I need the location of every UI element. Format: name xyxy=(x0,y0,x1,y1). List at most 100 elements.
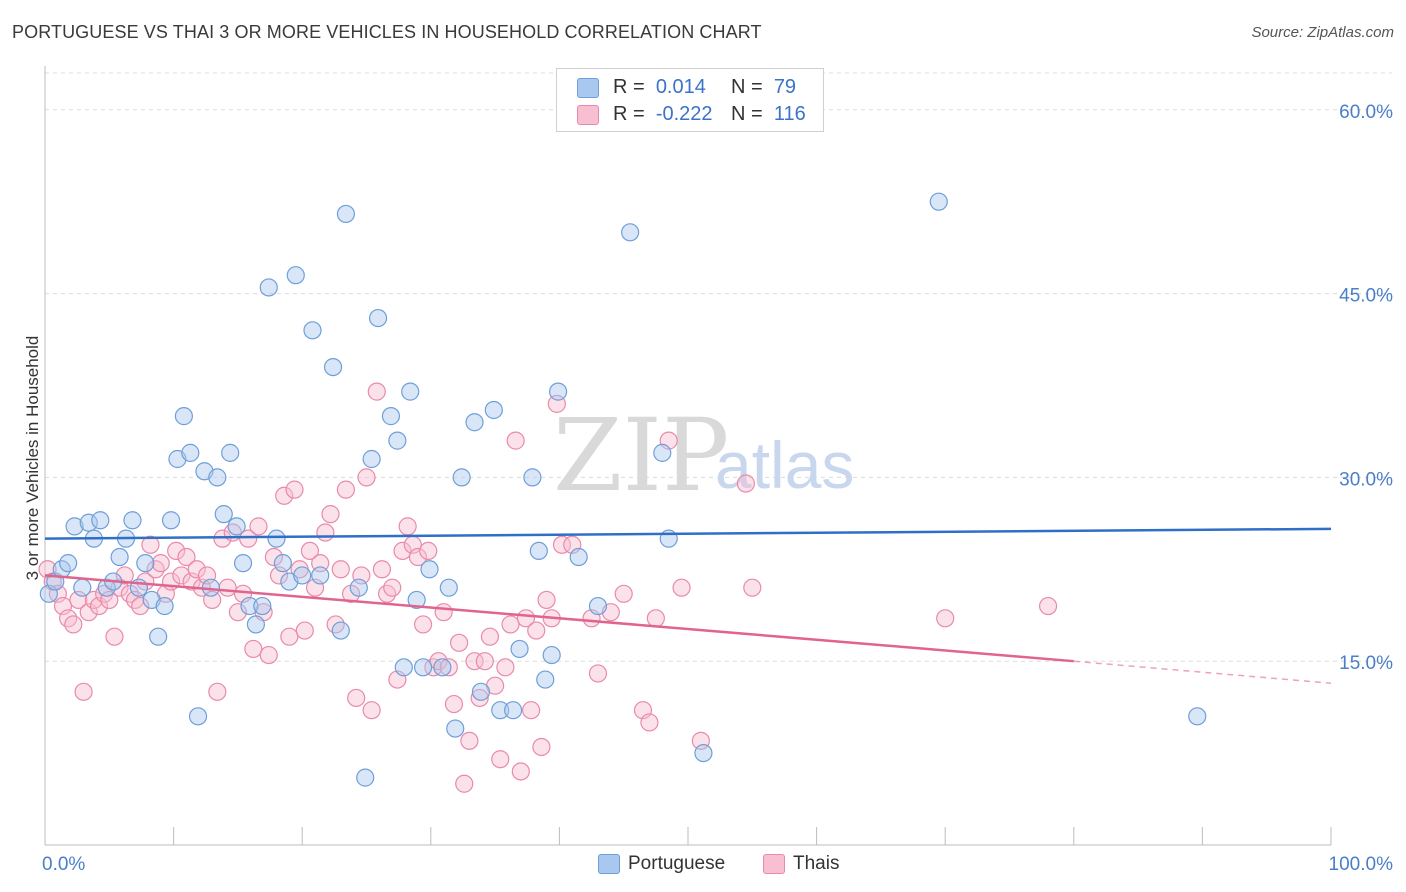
data-point-thais xyxy=(74,682,93,701)
data-point-portuguese xyxy=(504,701,523,720)
axes xyxy=(44,66,1332,846)
data-point-thais xyxy=(480,627,500,646)
data-point-portuguese xyxy=(303,321,322,340)
data-point-portuguese xyxy=(149,627,168,646)
data-point-thais xyxy=(475,652,494,671)
legend-swatch-portuguese-bottom xyxy=(598,854,620,874)
data-point-thais xyxy=(105,627,124,646)
data-point-thais xyxy=(449,633,469,652)
data-point-portuguese xyxy=(214,505,233,524)
data-point-portuguese xyxy=(188,707,208,726)
data-point-thais xyxy=(408,547,428,567)
data-point-portuguese xyxy=(91,511,110,530)
data-point-thais xyxy=(444,694,464,714)
data-point-thais xyxy=(434,603,453,622)
data-point-thais xyxy=(172,566,191,585)
data-point-thais xyxy=(213,529,232,548)
data-point-thais xyxy=(64,615,83,634)
data-point-thais xyxy=(460,731,479,750)
data-point-portuguese xyxy=(446,719,465,738)
data-point-portuguese xyxy=(323,357,343,377)
data-point-thais xyxy=(285,480,304,499)
data-point-thais xyxy=(187,560,206,579)
data-point-thais xyxy=(501,615,520,634)
y-axis-label: 3 or more Vehicles in Household xyxy=(23,336,42,581)
data-point-thais xyxy=(151,554,170,573)
data-point-thais xyxy=(1038,596,1058,616)
legend-n-portuguese: N = 79 xyxy=(731,76,797,98)
data-point-portuguese xyxy=(155,596,174,616)
data-point-portuguese xyxy=(233,554,253,573)
data-point-portuguese xyxy=(174,407,193,426)
data-point-portuguese xyxy=(356,768,375,787)
data-point-portuguese xyxy=(65,517,84,536)
data-point-portuguese xyxy=(253,596,272,616)
data-point-portuguese xyxy=(484,400,503,420)
data-point-portuguese xyxy=(227,517,246,536)
data-point-portuguese xyxy=(273,554,293,573)
legend-swatch-thais xyxy=(577,105,599,125)
data-point-thais xyxy=(259,645,278,665)
legend-r-value-portuguese: 0.014 xyxy=(655,76,706,98)
legend-swatch-portuguese xyxy=(577,78,599,98)
series-portuguese-points xyxy=(39,192,1207,787)
data-point-thais xyxy=(537,590,556,610)
data-point-portuguese xyxy=(349,578,368,597)
data-point-thais xyxy=(506,431,525,450)
legend-label-portuguese: Portuguese xyxy=(628,853,726,874)
data-point-portuguese xyxy=(413,658,433,677)
data-point-portuguese xyxy=(259,278,278,297)
data-point-thais xyxy=(398,517,417,536)
data-point-thais xyxy=(177,547,196,567)
data-point-thais xyxy=(419,541,438,561)
data-point-thais xyxy=(532,737,551,757)
legend-r-thais: R = -0.222 xyxy=(613,103,713,125)
data-point-thais xyxy=(455,774,474,793)
data-point-thais xyxy=(672,578,691,597)
data-point-portuguese xyxy=(331,621,350,640)
data-point-portuguese xyxy=(368,308,388,328)
data-point-thais xyxy=(527,621,546,640)
data-point-portuguese xyxy=(286,266,305,285)
data-point-thais xyxy=(208,682,227,701)
data-point-portuguese xyxy=(59,554,78,573)
data-point-portuguese xyxy=(588,596,608,616)
y-tick-labels: 15.0% 30.0% 45.0% 60.0% xyxy=(1339,102,1393,674)
chart-title: PORTUGUESE VS THAI 3 OR MORE VEHICLES IN… xyxy=(12,22,762,42)
data-point-portuguese xyxy=(181,443,200,462)
data-point-thais xyxy=(552,535,572,554)
series-legend: Portuguese Thais xyxy=(0,852,1406,878)
data-point-thais xyxy=(131,596,150,616)
data-point-thais xyxy=(383,578,402,597)
legend-r-portuguese: R = 0.014 xyxy=(613,76,706,98)
data-point-thais xyxy=(588,664,608,683)
correlation-legend: R = 0.014 N = 79 R = -0.222 N = 116 xyxy=(556,68,824,132)
data-point-portuguese xyxy=(136,554,155,573)
data-point-thais xyxy=(280,627,299,646)
data-point-thais xyxy=(736,474,755,493)
data-point-thais xyxy=(316,523,335,542)
data-point-thais xyxy=(470,688,489,708)
y-tick-label: 30.0% xyxy=(1339,469,1393,490)
data-point-thais xyxy=(264,547,284,567)
data-point-thais xyxy=(115,566,134,585)
watermark-zip: ZIP xyxy=(553,397,729,514)
source-credit: Source: ZipAtlas.com xyxy=(1251,24,1394,41)
x-tick-label-max: 100.0% xyxy=(1329,854,1394,875)
trend-line-thais xyxy=(44,574,1074,663)
data-point-portuguese xyxy=(569,547,588,567)
data-point-thais xyxy=(614,584,633,603)
watermark-atlas: atlas xyxy=(715,428,854,502)
data-point-portuguese xyxy=(439,578,458,597)
data-point-portuguese xyxy=(536,670,555,689)
data-point-portuguese xyxy=(267,529,286,548)
data-point-thais xyxy=(218,578,237,597)
trend-line-thais-extension xyxy=(1073,660,1332,684)
data-point-portuguese xyxy=(388,431,407,450)
data-point-portuguese xyxy=(221,443,240,462)
legend-n-value-portuguese: 79 xyxy=(773,76,797,98)
data-point-portuguese xyxy=(246,615,266,634)
data-point-portuguese xyxy=(293,566,312,585)
data-point-portuguese xyxy=(394,658,413,677)
